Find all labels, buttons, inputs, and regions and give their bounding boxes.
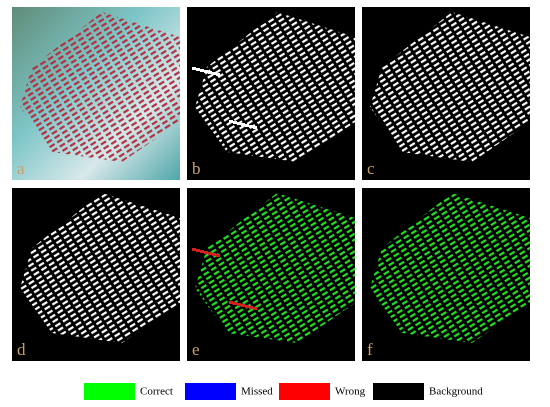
building-area [195,12,355,162]
noise [208,71,212,74]
legend-label: Missed [241,386,273,398]
noise [200,69,204,72]
noise [192,248,196,251]
legend-swatch [84,383,135,400]
noise [204,251,208,254]
building-area [20,193,180,343]
legend-swatch [373,383,424,400]
noise [245,305,249,308]
panel-label: e [192,340,200,359]
noise [245,124,249,127]
noise [241,304,245,307]
building-area [195,193,355,343]
noise [192,67,196,70]
noise [200,250,204,253]
legend-swatch [279,383,330,400]
panel-label: b [192,159,201,178]
noise [196,68,200,71]
building-area [370,193,530,343]
noise [208,252,212,255]
noise [249,306,253,309]
noise [229,301,233,304]
building-area [370,12,530,162]
noise [249,125,253,128]
noise [233,121,237,124]
panel-label: f [367,340,373,359]
noise [212,253,216,256]
panel-label: c [367,159,375,178]
noise [241,123,245,126]
noise [253,307,257,310]
noise [229,120,233,123]
panel-label: d [17,340,26,359]
noise [253,126,257,129]
legend-label: Wrong [335,386,366,398]
legend-label: Background [429,386,483,398]
noise [216,73,220,76]
noise [216,254,220,257]
legend-label: Correct [140,386,173,398]
noise [237,303,241,306]
noise [212,72,216,75]
legend-swatch [185,383,236,400]
panel-label: a [17,159,25,178]
noise [196,249,200,252]
noise [237,122,241,125]
noise [233,302,237,305]
building-area [20,12,180,162]
noise [204,70,208,73]
